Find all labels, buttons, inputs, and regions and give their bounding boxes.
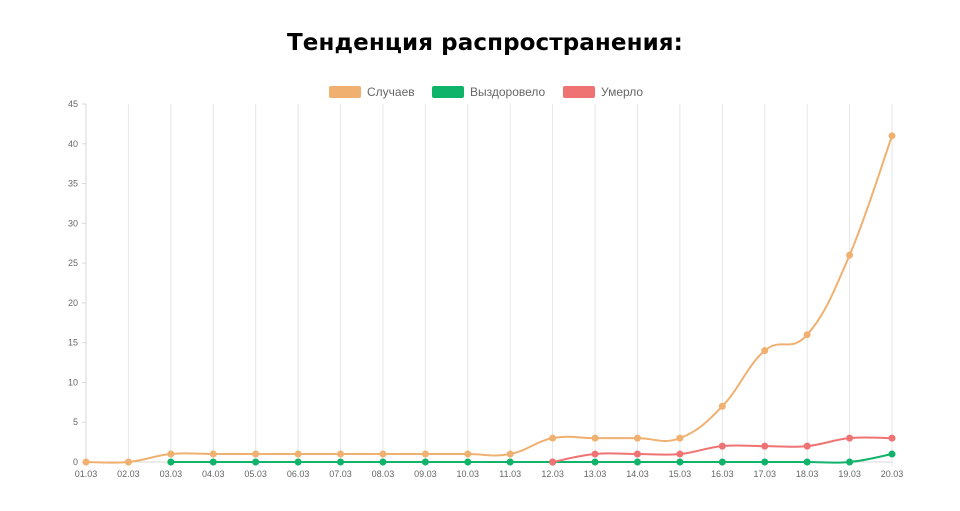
legend-label-cases: Случаев: [367, 85, 415, 99]
legend-swatch-recovered: [432, 86, 464, 98]
legend-item-died[interactable]: Умерло: [563, 84, 643, 100]
y-tick-label: 20: [68, 298, 78, 308]
data-point-died: [888, 434, 896, 442]
y-tick-label: 35: [68, 179, 78, 189]
x-tick-label: 15.03: [669, 469, 692, 479]
data-point-died: [549, 458, 557, 466]
x-tick-label: 02.03: [117, 469, 140, 479]
x-tick-label: 04.03: [202, 469, 225, 479]
data-point-died: [591, 450, 599, 458]
legend-swatch-cases: [329, 86, 361, 98]
y-tick-label: 5: [73, 417, 78, 427]
data-point-cases: [633, 434, 641, 442]
series-line-cases: [85, 135, 893, 464]
x-tick-label: 10.03: [457, 469, 480, 479]
x-tick-label: 14.03: [626, 469, 649, 479]
x-tick-label: 16.03: [711, 469, 734, 479]
data-point-recovered: [379, 458, 387, 466]
data-point-recovered: [761, 458, 769, 466]
data-point-recovered: [676, 458, 684, 466]
data-point-cases: [549, 434, 557, 442]
x-tick-label: 20.03: [881, 469, 904, 479]
x-tick-label: 11.03: [499, 469, 521, 479]
data-point-cases: [464, 450, 472, 458]
x-tick-label: 06.03: [287, 469, 310, 479]
y-tick-label: 10: [68, 377, 78, 387]
x-tick-label: 13.03: [584, 469, 607, 479]
data-point-cases: [888, 132, 896, 140]
data-point-recovered: [421, 458, 429, 466]
data-point-died: [803, 442, 811, 450]
data-point-cases: [209, 450, 217, 458]
y-tick-label: 45: [68, 99, 78, 109]
data-point-died: [718, 442, 726, 450]
x-tick-label: 08.03: [372, 469, 395, 479]
data-point-cases: [506, 450, 514, 458]
data-point-cases: [718, 402, 726, 410]
y-tick-label: 30: [68, 218, 78, 228]
data-point-recovered: [294, 458, 302, 466]
data-point-recovered: [803, 458, 811, 466]
data-point-recovered: [846, 458, 854, 466]
y-tick-label: 15: [68, 338, 78, 348]
legend-label-died: Умерло: [601, 85, 644, 99]
x-tick-label: 09.03: [414, 469, 437, 479]
data-point-cases: [676, 434, 684, 442]
data-point-died: [846, 434, 854, 442]
data-point-recovered: [506, 458, 514, 466]
data-point-recovered: [464, 458, 472, 466]
chart-legend: Случаев Выздоровело Умерло: [0, 84, 960, 100]
legend-item-recovered[interactable]: Выздоровело: [432, 84, 545, 100]
data-point-died: [633, 450, 641, 458]
data-point-died: [676, 450, 684, 458]
y-tick-label: 0: [73, 457, 78, 467]
data-point-cases: [294, 450, 302, 458]
legend-swatch-died: [563, 86, 595, 98]
x-tick-label: 12.03: [541, 469, 564, 479]
x-tick-label: 01.03: [75, 469, 98, 479]
series-line-recovered: [170, 453, 893, 464]
data-point-recovered: [337, 458, 345, 466]
data-point-cases: [421, 450, 429, 458]
data-point-cases: [167, 450, 175, 458]
x-tick-label: 03.03: [160, 469, 183, 479]
x-tick-label: 07.03: [329, 469, 352, 479]
data-point-recovered: [591, 458, 599, 466]
legend-item-cases[interactable]: Случаев: [329, 84, 415, 100]
data-point-cases: [124, 458, 132, 466]
x-tick-label: 17.03: [753, 469, 776, 479]
chart-title: Тенденция распространения:: [287, 30, 683, 56]
data-point-recovered: [252, 458, 260, 466]
y-tick-label: 25: [68, 258, 78, 268]
data-point-recovered: [888, 450, 896, 458]
data-point-cases: [379, 450, 387, 458]
x-tick-label: 18.03: [796, 469, 819, 479]
data-point-recovered: [718, 458, 726, 466]
data-point-cases: [846, 251, 854, 259]
legend-label-recovered: Выздоровело: [470, 85, 546, 99]
x-tick-label: 05.03: [244, 469, 267, 479]
y-tick-label: 40: [68, 139, 78, 149]
data-point-died: [761, 442, 769, 450]
data-point-cases: [82, 458, 90, 466]
data-point-cases: [761, 347, 769, 355]
data-point-recovered: [167, 458, 175, 466]
data-point-cases: [803, 331, 811, 339]
data-point-cases: [252, 450, 260, 458]
data-point-recovered: [633, 458, 641, 466]
x-tick-label: 19.03: [838, 469, 861, 479]
data-point-cases: [591, 434, 599, 442]
data-point-cases: [337, 450, 345, 458]
data-point-recovered: [209, 458, 217, 466]
